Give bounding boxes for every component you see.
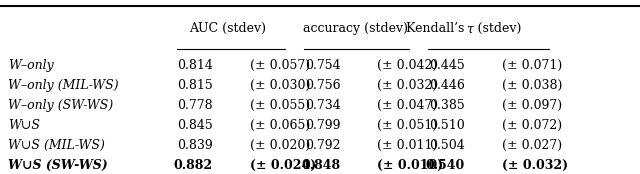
Text: 0.510: 0.510 [429, 119, 465, 132]
Text: 0.778: 0.778 [177, 99, 213, 112]
Text: (± 0.051): (± 0.051) [378, 119, 438, 132]
Text: (± 0.072): (± 0.072) [502, 119, 562, 132]
Text: W∪S (MIL-WS): W∪S (MIL-WS) [8, 139, 104, 152]
Text: accuracy (stdev): accuracy (stdev) [303, 22, 408, 35]
Text: 0.540: 0.540 [426, 159, 465, 172]
Text: (± 0.024): (± 0.024) [250, 159, 316, 172]
Text: 0.845: 0.845 [177, 119, 213, 132]
Text: 0.734: 0.734 [305, 99, 340, 112]
Text: 0.799: 0.799 [305, 119, 340, 132]
Text: (± 0.010): (± 0.010) [378, 159, 444, 172]
Text: AUC (stdev): AUC (stdev) [189, 22, 266, 35]
Text: 0.754: 0.754 [305, 59, 340, 72]
Text: 0.848: 0.848 [301, 159, 340, 172]
Text: (± 0.027): (± 0.027) [502, 139, 562, 152]
Text: 0.815: 0.815 [177, 79, 213, 92]
Text: 0.446: 0.446 [429, 79, 465, 92]
Text: W–only (MIL-WS): W–only (MIL-WS) [8, 79, 118, 92]
Text: (± 0.011): (± 0.011) [378, 139, 438, 152]
Text: 0.839: 0.839 [177, 139, 213, 152]
Text: (± 0.057): (± 0.057) [250, 59, 310, 72]
Text: 0.504: 0.504 [429, 139, 465, 152]
Text: (± 0.071): (± 0.071) [502, 59, 562, 72]
Text: W–only (SW-WS): W–only (SW-WS) [8, 99, 113, 112]
Text: Kendall’s: Kendall’s [406, 22, 467, 35]
Text: (± 0.032): (± 0.032) [502, 159, 568, 172]
Text: 0.792: 0.792 [305, 139, 340, 152]
Text: 0.445: 0.445 [429, 59, 465, 72]
Text: W∪S (SW-WS): W∪S (SW-WS) [8, 159, 108, 172]
Text: W∪S: W∪S [8, 119, 40, 132]
Text: (± 0.020): (± 0.020) [250, 139, 310, 152]
Text: (± 0.042): (± 0.042) [378, 59, 438, 72]
Text: (± 0.030): (± 0.030) [250, 79, 310, 92]
Text: W–only: W–only [8, 59, 54, 72]
Text: (± 0.032): (± 0.032) [378, 79, 438, 92]
Text: (stdev): (stdev) [475, 22, 521, 35]
Text: 0.385: 0.385 [429, 99, 465, 112]
Text: (± 0.055): (± 0.055) [250, 99, 310, 112]
Text: 0.814: 0.814 [177, 59, 213, 72]
Text: (± 0.047): (± 0.047) [378, 99, 438, 112]
Text: τ: τ [467, 22, 474, 35]
Text: (± 0.097): (± 0.097) [502, 99, 562, 112]
Text: (± 0.065): (± 0.065) [250, 119, 310, 132]
Text: (± 0.038): (± 0.038) [502, 79, 562, 92]
Text: 0.882: 0.882 [174, 159, 213, 172]
Text: 0.756: 0.756 [305, 79, 340, 92]
